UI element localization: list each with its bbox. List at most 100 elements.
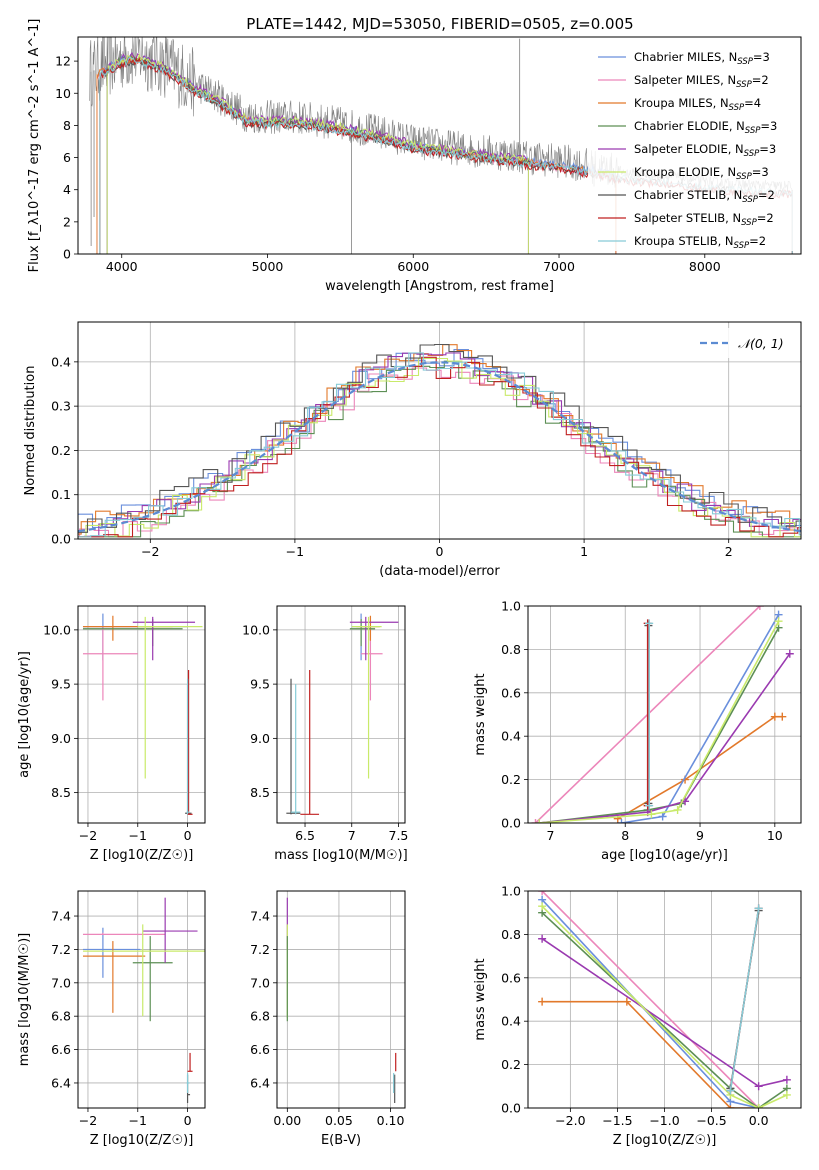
axes-frame xyxy=(77,605,206,824)
mass-vs-extinction-panel: 0.00 0.05 0.10 6.4 6.6 6.8 7.0 7.2 7.4 E(B-V) xyxy=(250,890,406,1148)
y-tick-label: 9.0 xyxy=(250,731,270,746)
legend-label: 𝒩(0, 1) xyxy=(738,336,784,351)
x-tick-label: 6.5 xyxy=(295,828,315,843)
x-tick-label: −1.5 xyxy=(602,1113,632,1128)
age-vs-mass-panel: 6.5 7 7.5 8.5 9.0 9.5 10.0 mass [log10(M/M☉)] xyxy=(242,605,408,863)
y-tick-label: 7.4 xyxy=(250,909,270,924)
y-tick-label: 0.3 xyxy=(51,399,71,414)
y-axis-label: Flux [f_λ10^-17 erg cm^-2 s^-1 A^-1] xyxy=(27,19,42,273)
x-tick-label: 2 xyxy=(725,544,733,559)
legend-label: Kroupa ELODIE, NSSP=3 xyxy=(634,165,769,182)
plot-area xyxy=(531,606,794,823)
figure-title: PLATE=1442, MJD=53050, FIBERID=0505, z=0… xyxy=(246,15,633,33)
x-tick-label: 7 xyxy=(348,828,356,843)
weight-marker xyxy=(538,891,547,895)
weight-marker xyxy=(754,1104,763,1108)
y-axis-label: mass [log10(M/M☉)] xyxy=(17,933,32,1066)
x-tick-label: 10 xyxy=(767,828,783,843)
axes-frame xyxy=(527,605,802,824)
y-tick-label: 6.6 xyxy=(51,1042,71,1057)
x-tick-label: 6000 xyxy=(397,259,429,274)
y-tick-label: 1.0 xyxy=(501,599,521,614)
weight-marker xyxy=(613,814,622,823)
x-axis-label: (data-model)/error xyxy=(379,564,500,579)
y-tick-label: 9.0 xyxy=(51,731,71,746)
plot-area xyxy=(82,613,203,815)
y-tick-label: 12 xyxy=(55,54,71,69)
x-axis-label: E(B-V) xyxy=(321,1133,361,1148)
x-tick-label: 7000 xyxy=(543,259,575,274)
x-tick-label: −2.0 xyxy=(555,1113,585,1128)
x-tick-label: −0.5 xyxy=(696,1113,726,1128)
weight-marker xyxy=(785,649,794,658)
legend-label: Salpeter ELODIE, NSSP=3 xyxy=(634,142,776,159)
axes-frame xyxy=(77,890,206,1109)
axes-frame xyxy=(276,890,406,1109)
y-tick-label: 1.0 xyxy=(501,884,521,899)
y-tick-label: 6.8 xyxy=(51,1009,71,1024)
weight-line xyxy=(541,899,759,1108)
weight-marker xyxy=(726,1086,735,1095)
y-tick-label: 10.0 xyxy=(242,622,270,637)
histogram-series xyxy=(78,343,801,533)
y-tick-label: 8 xyxy=(63,118,71,133)
weight-marker xyxy=(754,904,763,913)
weight-line xyxy=(539,627,780,823)
plot-area xyxy=(82,897,205,1103)
legend-label: Kroupa MILES, NSSP=4 xyxy=(634,96,761,113)
y-tick-label: 7.4 xyxy=(51,909,71,924)
y-tick-label: 10.0 xyxy=(43,622,71,637)
y-tick-label: 7.2 xyxy=(250,942,270,957)
histogram-series xyxy=(78,360,801,538)
legend: Chabrier MILES, NSSP=3 Salpeter MILES, NS… xyxy=(588,41,798,251)
weight-marker xyxy=(645,801,654,810)
legend-box xyxy=(588,41,798,251)
y-tick-label: 6.8 xyxy=(250,1009,270,1024)
histogram-series xyxy=(78,356,801,538)
x-axis-label: Z [log10(Z/Z☉)] xyxy=(613,1133,717,1148)
x-axis-label: wavelength [Angstrom, rest frame] xyxy=(325,279,554,294)
weight-line xyxy=(542,1000,759,1108)
plot-area xyxy=(286,897,397,1103)
weight-line xyxy=(539,653,791,823)
age-vs-metallicity-panel: −2 −1 0 8.5 9.0 9.5 10.0 Z [log10(Z/Z☉)] age [lo… xyxy=(17,605,206,863)
weight-marker xyxy=(673,805,682,814)
weight-marker xyxy=(782,1090,791,1099)
weight-marker xyxy=(647,810,656,819)
y-tick-label: 0.1 xyxy=(51,487,71,502)
weight-marker xyxy=(645,619,654,628)
x-axis-label: mass [log10(M/M☉)] xyxy=(274,848,407,863)
y-tick-label: 0.4 xyxy=(51,354,71,369)
weight-line xyxy=(541,905,788,1108)
y-tick-label: 0.2 xyxy=(501,1057,521,1072)
y-tick-label: 0.0 xyxy=(51,532,71,547)
x-tick-label: 8 xyxy=(621,828,629,843)
residuals-panel: −2 −1 0 1 2 0.0 0.1 0.2 0.3 0.4 (data-model)/error… xyxy=(23,321,802,579)
axes-frame xyxy=(276,605,406,824)
y-tick-label: 8.5 xyxy=(250,785,270,800)
x-tick-label: −1 xyxy=(286,544,304,559)
weight-marker xyxy=(617,819,626,823)
y-axis-label: age [log10(age/yr)] xyxy=(17,651,32,778)
y-tick-label: 0.0 xyxy=(501,1101,521,1116)
weight-marker xyxy=(774,617,783,626)
y-tick-label: 0.6 xyxy=(501,685,521,700)
histogram-series xyxy=(78,352,801,538)
x-tick-label: 0.0 xyxy=(749,1113,769,1128)
weight-vs-age-panel: 7 8 9 10 0.0 0.2 0.4 0.6 0.8 1.0 age [log10(age/yr… xyxy=(473,599,802,863)
normal-curve xyxy=(78,361,801,533)
y-tick-label: 0.2 xyxy=(51,443,71,458)
y-axis-label: Normed distribution xyxy=(23,366,38,496)
legend-label: Chabrier ELODIE, NSSP=3 xyxy=(634,119,777,136)
x-tick-label: 0.05 xyxy=(325,1113,353,1128)
y-tick-label: 7.0 xyxy=(51,975,71,990)
weight-vs-metallicity-panel: −2.0 −1.5 −1.0 −0.5 0.0 0.0 0.2 0.4 0.6 0.8 1.0 Z [… xyxy=(473,884,802,1148)
x-tick-label: 0 xyxy=(184,1113,192,1128)
x-tick-label: 8000 xyxy=(689,259,721,274)
x-tick-label: −1 xyxy=(129,1113,147,1128)
x-tick-label: 0.00 xyxy=(273,1113,301,1128)
x-tick-label: −2 xyxy=(141,544,159,559)
x-tick-label: −1.0 xyxy=(649,1113,679,1128)
y-tick-label: 6 xyxy=(63,150,71,165)
